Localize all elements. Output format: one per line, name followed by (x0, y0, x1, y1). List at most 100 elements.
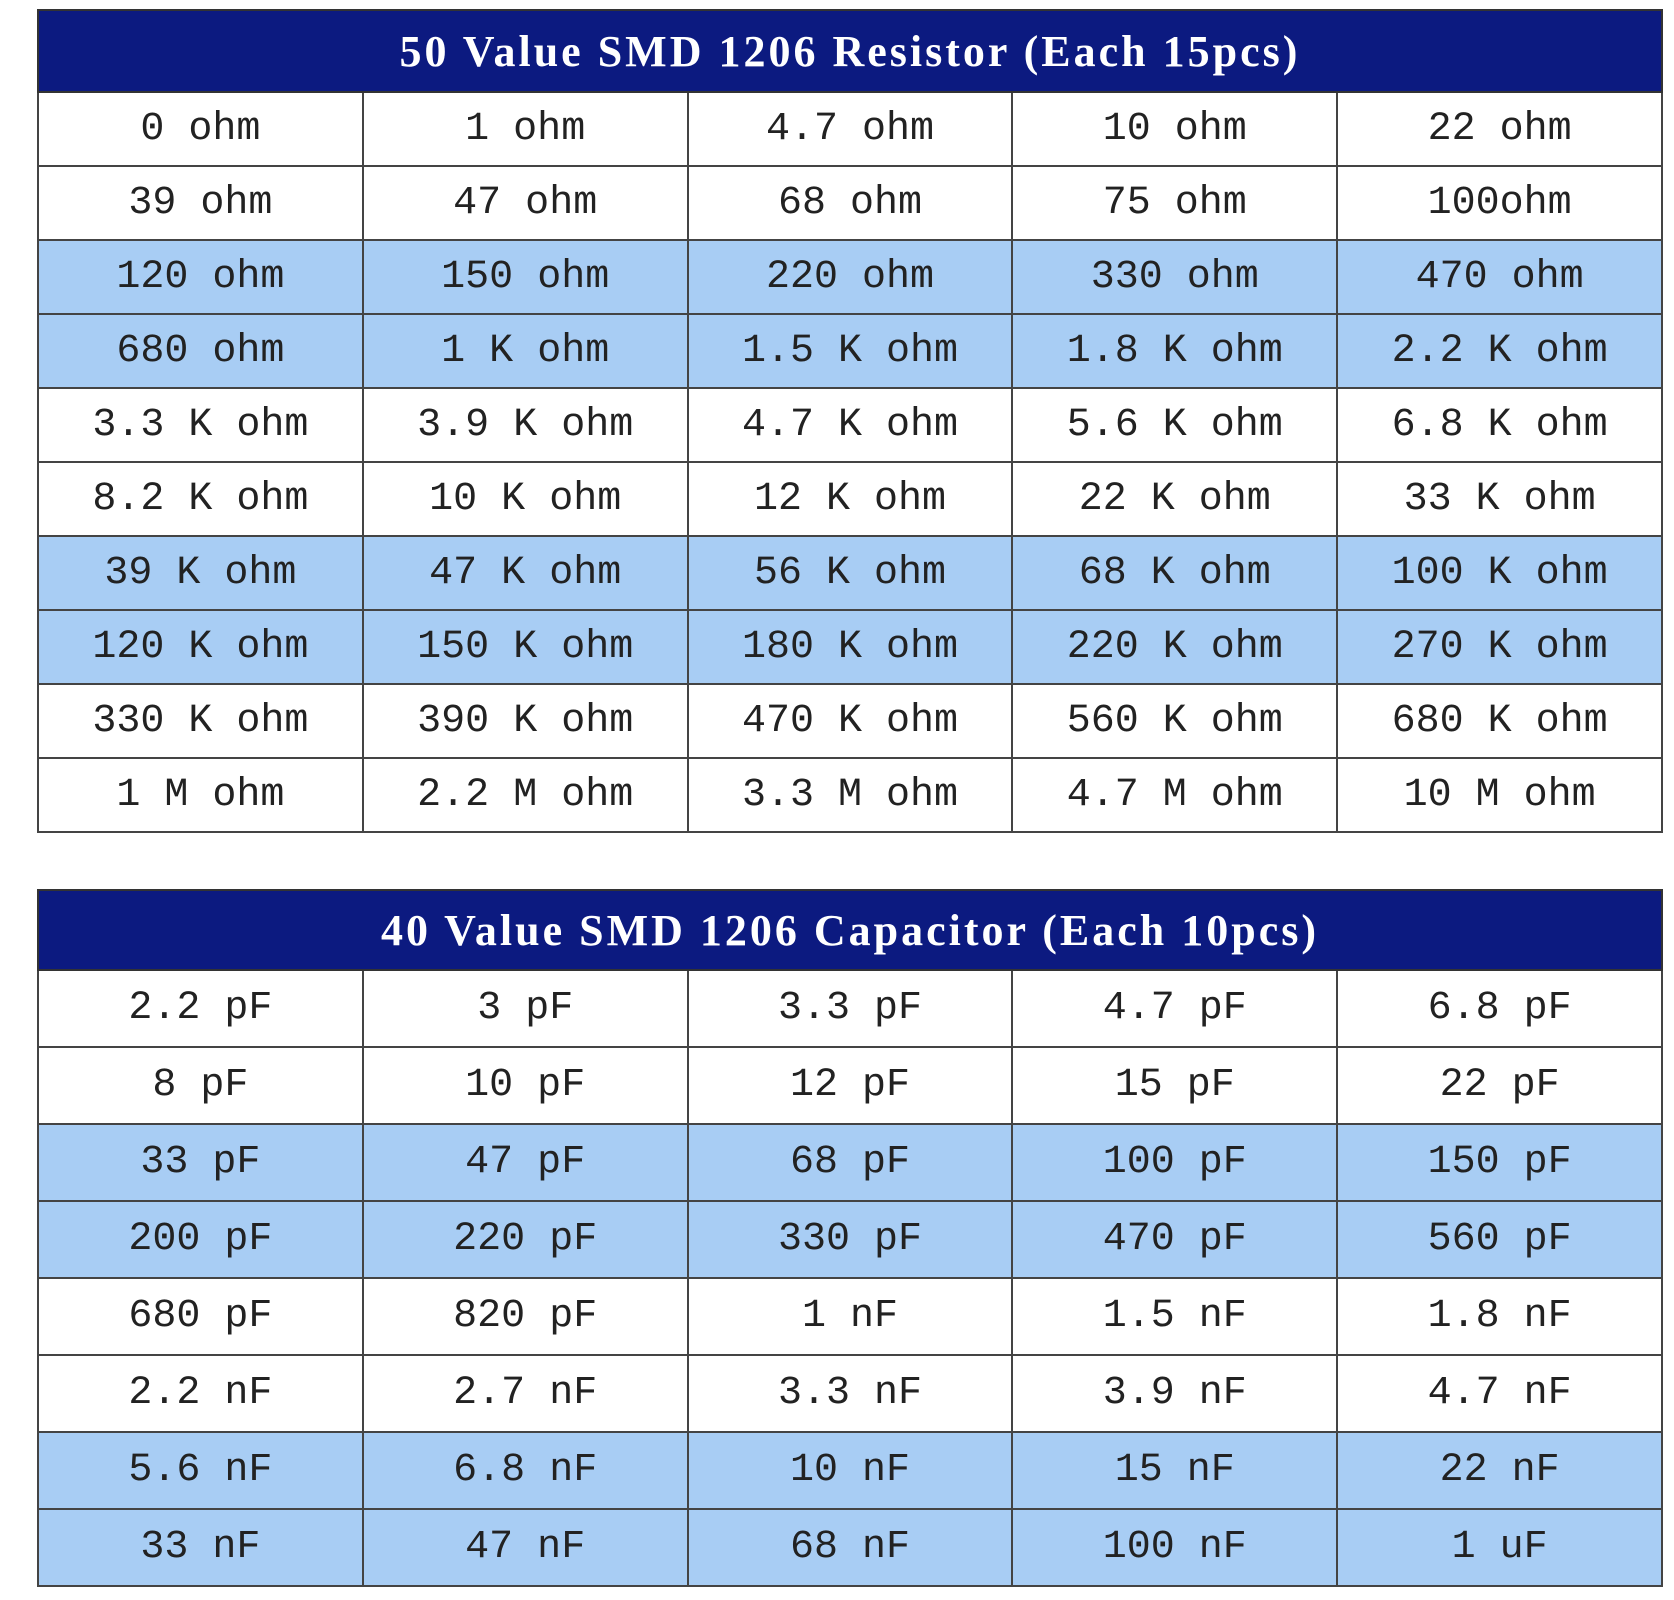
cell: 68 nF (686, 1508, 1014, 1587)
row: 680 pF 820 pF 1 nF 1.5 nF 1.8 nF (37, 1277, 1663, 1356)
cell: 33 nF (37, 1508, 364, 1587)
cell: 68 ohm (686, 165, 1014, 241)
cell: 1.5 nF (1011, 1277, 1339, 1356)
cell: 6.8 pF (1336, 969, 1663, 1048)
cell: 390 K ohm (361, 683, 689, 759)
row: 2.2 pF 3 pF 3.3 pF 4.7 pF 6.8 pF (37, 969, 1663, 1048)
row: 8.2 K ohm 10 K ohm 12 K ohm 22 K ohm 33 K oh… (37, 461, 1663, 537)
cell: 6.8 K ohm (1336, 387, 1663, 463)
cell: 120 ohm (37, 239, 364, 315)
cell: 200 pF (37, 1200, 364, 1279)
cell: 22 ohm (1336, 91, 1663, 167)
cell: 10 K ohm (361, 461, 689, 537)
cell: 4.7 ohm (686, 91, 1014, 167)
row: 0 ohm 1 ohm 4.7 ohm 10 ohm 22 ohm (37, 91, 1663, 167)
row: 5.6 nF 6.8 nF 10 nF 15 nF 22 nF (37, 1431, 1663, 1510)
cell: 33 pF (37, 1123, 364, 1202)
cell: 3.3 pF (686, 969, 1014, 1048)
cell: 10 pF (361, 1046, 689, 1125)
cell: 39 ohm (37, 165, 364, 241)
cell: 560 K ohm (1011, 683, 1339, 759)
cell: 220 K ohm (1011, 609, 1339, 685)
row: 200 pF 220 pF 330 pF 470 pF 560 pF (37, 1200, 1663, 1279)
cell: 47 nF (361, 1508, 689, 1587)
cell: 22 pF (1336, 1046, 1663, 1125)
table-title: 40 Value SMD 1206 Capacitor (Each 10pcs) (37, 889, 1663, 971)
cell: 10 ohm (1011, 91, 1339, 167)
cell: 1 M ohm (37, 757, 364, 833)
cell: 100 pF (1011, 1123, 1339, 1202)
cell: 33 K ohm (1336, 461, 1663, 537)
cell: 68 pF (686, 1123, 1014, 1202)
cell: 15 nF (1011, 1431, 1339, 1510)
cell: 56 K ohm (686, 535, 1014, 611)
capacitor-table-wrap: 40 Value SMD 1206 Capacitor (Each 10pcs)… (37, 889, 1663, 1587)
cell: 12 pF (686, 1046, 1014, 1125)
cell: 1 K ohm (361, 313, 689, 389)
table: 40 Value SMD 1206 Capacitor (Each 10pcs)… (37, 889, 1663, 1587)
row: 120 ohm 150 ohm 220 ohm 330 ohm 470 ohm (37, 239, 1663, 315)
row: 680 ohm 1 K ohm 1.5 K ohm 1.8 K ohm 2.2 K oh… (37, 313, 1663, 389)
cell: 100 K ohm (1336, 535, 1663, 611)
cell: 1 uF (1336, 1508, 1663, 1587)
row: 3.3 K ohm 3.9 K ohm 4.7 K ohm 5.6 K ohm 6.8 … (37, 387, 1663, 463)
cell: 8.2 K ohm (37, 461, 364, 537)
cell: 68 K ohm (1011, 535, 1339, 611)
cell: 4.7 nF (1336, 1354, 1663, 1433)
row: 2.2 nF 2.7 nF 3.3 nF 3.9 nF 4.7 nF (37, 1354, 1663, 1433)
cell: 0 ohm (37, 91, 364, 167)
header-row: 50 Value SMD 1206 Resistor (Each 15pcs) (37, 9, 1663, 93)
table: 50 Value SMD 1206 Resistor (Each 15pcs) 0… (37, 9, 1663, 833)
cell: 3.3 M ohm (686, 757, 1014, 833)
cell: 47 pF (361, 1123, 689, 1202)
cell: 680 ohm (37, 313, 364, 389)
cell: 3 pF (361, 969, 689, 1048)
cell: 47 ohm (361, 165, 689, 241)
cell: 6.8 nF (361, 1431, 689, 1510)
cell: 4.7 M ohm (1011, 757, 1339, 833)
cell: 270 K ohm (1336, 609, 1663, 685)
row: 33 nF 47 nF 68 nF 100 nF 1 uF (37, 1508, 1663, 1587)
cell: 5.6 K ohm (1011, 387, 1339, 463)
cell: 470 ohm (1336, 239, 1663, 315)
cell: 1.5 K ohm (686, 313, 1014, 389)
table-title: 50 Value SMD 1206 Resistor (Each 15pcs) (37, 9, 1663, 93)
row: 120 K ohm 150 K ohm 180 K ohm 220 K ohm 270 … (37, 609, 1663, 685)
row: 330 K ohm 390 K ohm 470 K ohm 560 K ohm 680 … (37, 683, 1663, 759)
cell: 220 ohm (686, 239, 1014, 315)
cell: 820 pF (361, 1277, 689, 1356)
cell: 4.7 K ohm (686, 387, 1014, 463)
row: 1 M ohm 2.2 M ohm 3.3 M ohm 4.7 M ohm 10 M o… (37, 757, 1663, 833)
cell: 12 K ohm (686, 461, 1014, 537)
cell: 5.6 nF (37, 1431, 364, 1510)
cell: 3.3 nF (686, 1354, 1014, 1433)
cell: 75 ohm (1011, 165, 1339, 241)
cell: 2.2 nF (37, 1354, 364, 1433)
cell: 10 M ohm (1336, 757, 1663, 833)
cell: 22 nF (1336, 1431, 1663, 1510)
cell: 1 nF (686, 1277, 1014, 1356)
cell: 180 K ohm (686, 609, 1014, 685)
cell: 22 K ohm (1011, 461, 1339, 537)
cell: 4.7 pF (1011, 969, 1339, 1048)
cell: 470 K ohm (686, 683, 1014, 759)
cell: 10 nF (686, 1431, 1014, 1510)
row: 39 ohm 47 ohm 68 ohm 75 ohm 100ohm (37, 165, 1663, 241)
resistor-table-wrap: 50 Value SMD 1206 Resistor (Each 15pcs) 0… (37, 9, 1663, 833)
cell: 3.9 nF (1011, 1354, 1339, 1433)
cell: 1.8 nF (1336, 1277, 1663, 1356)
cell: 150 pF (1336, 1123, 1663, 1202)
cell: 39 K ohm (37, 535, 364, 611)
cell: 220 pF (361, 1200, 689, 1279)
cell: 470 pF (1011, 1200, 1339, 1279)
cell: 560 pF (1336, 1200, 1663, 1279)
cell: 47 K ohm (361, 535, 689, 611)
cell: 150 K ohm (361, 609, 689, 685)
header-row: 40 Value SMD 1206 Capacitor (Each 10pcs) (37, 889, 1663, 971)
cell: 100ohm (1336, 165, 1663, 241)
cell: 680 K ohm (1336, 683, 1663, 759)
cell: 3.3 K ohm (37, 387, 364, 463)
cell: 8 pF (37, 1046, 364, 1125)
cell: 680 pF (37, 1277, 364, 1356)
